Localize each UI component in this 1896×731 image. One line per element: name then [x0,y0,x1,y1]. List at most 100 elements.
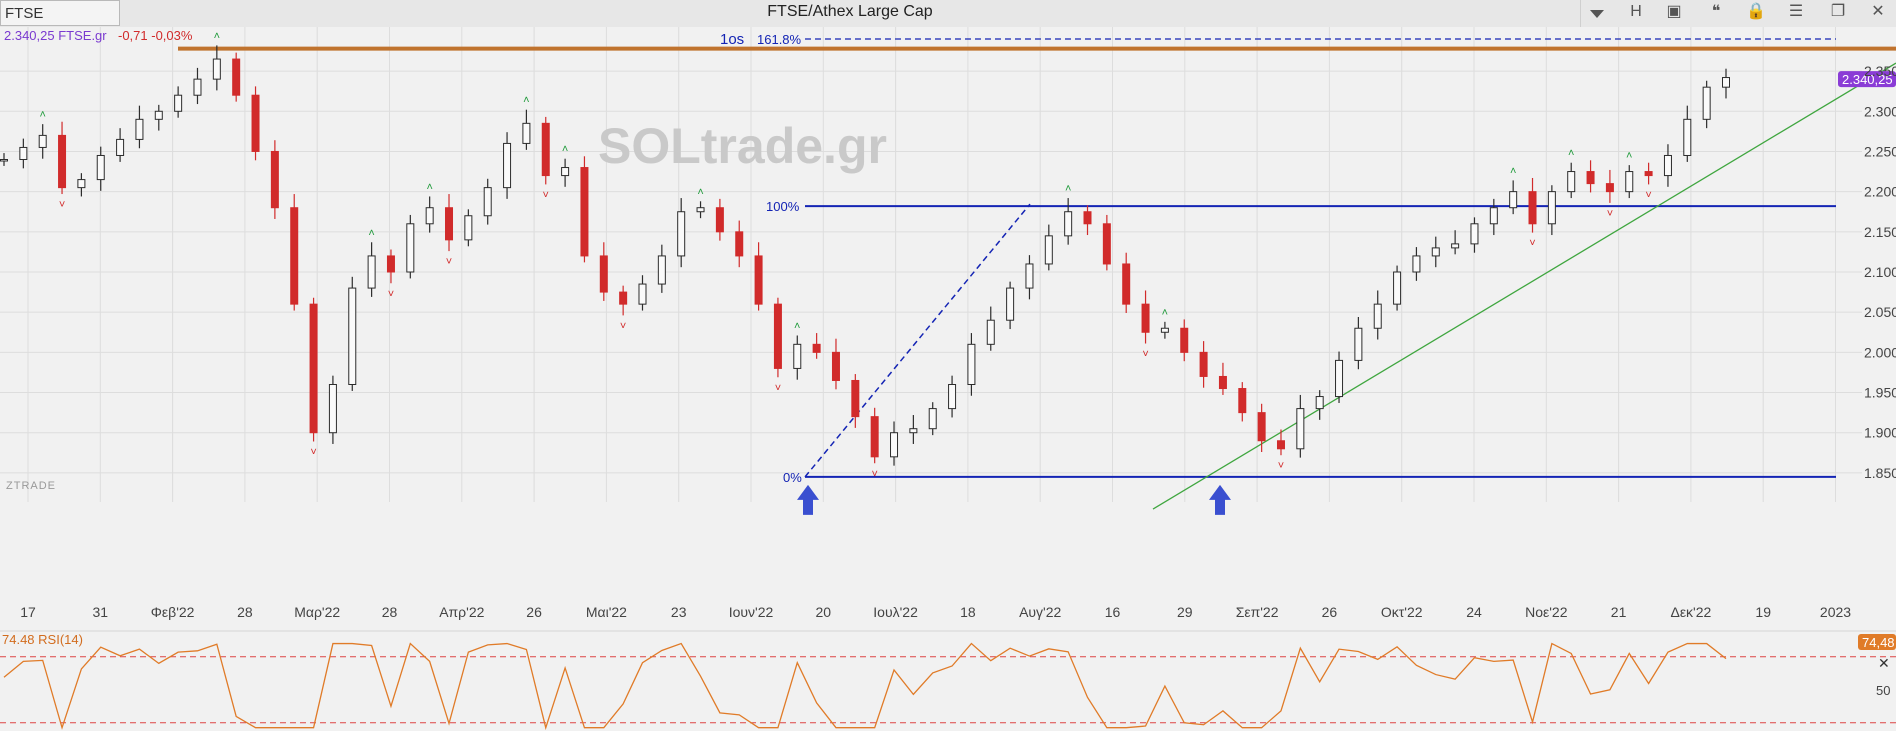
candle-body [677,211,686,257]
restore-icon[interactable]: ❐ [1830,3,1846,20]
x-tick-label: 16 [1105,604,1121,620]
swing-high-marker: ˄ [1065,183,1071,195]
candle-body [851,379,860,418]
swing-high-marker: ˄ [426,181,432,193]
swing-low-marker: ˅ [1529,238,1535,250]
trend-line [1152,62,1896,510]
fib-100-label: 100% [766,199,800,214]
candle-body [1199,351,1208,377]
swing-low-marker: ˅ [871,468,877,480]
candle-body [1722,77,1730,88]
lock-icon[interactable]: 🔒 [1746,3,1766,20]
y-tick-label: 2.250 [1864,143,1896,159]
y-tick-label: 1.950 [1864,385,1896,401]
comment-icon[interactable]: ❝ [1711,3,1721,20]
menu-icon[interactable]: ☰ [1788,3,1804,20]
up-arrow-icon [1209,484,1231,515]
rsi-label: 74.48 RSI(14) [2,632,83,647]
x-axis: 17 31 Φεβ'22 28 Μαρ'22 28 Απρ'22 26 Μαι'22 23 Ιουν… [20,604,1851,620]
candle-body [1644,171,1653,177]
candle-body [1625,171,1634,193]
swing-low-marker: ˅ [1142,349,1148,361]
swing-low-marker: ˅ [775,382,781,394]
candle-body [870,416,879,458]
candle-body [948,384,957,410]
rsi-panel: 74.48 RSI(14) 50 74,48 ✕ [0,632,1896,731]
candle-body [1064,211,1073,237]
candle-body [212,58,221,80]
y-tick-label: 2.100 [1864,264,1896,280]
x-tick-label: Ιουλ'22 [873,604,918,620]
candle-body [909,428,918,434]
candle-body [890,432,899,458]
candle-body [1605,183,1614,193]
candle-body [96,154,105,181]
close-icon[interactable]: ✕ [1871,3,1885,20]
swing-high-marker: ˄ [1162,307,1168,319]
candle-body [1025,263,1034,289]
candle-body [251,94,260,152]
y-axis: 2.350 2.300 2.250 2.200 2.150 2.100 2.050 2.000… [1864,63,1896,481]
x-tick-label: Οκτ'22 [1381,604,1423,620]
y-tick-label: 2.050 [1864,304,1896,320]
swing-high-marker: ˄ [794,320,800,332]
chevron-down-icon[interactable] [1580,0,1611,27]
swing-low-marker: ˅ [446,256,452,268]
candle-body [58,134,67,189]
annotations: 1os 161.8% 100% 0% 2.340,25 [720,31,1896,515]
candle-body [1702,86,1711,120]
candle-body [1683,118,1692,156]
candle-body [696,207,705,213]
candle-body [812,343,821,353]
candle-body [638,283,647,305]
x-tick-label: 17 [20,604,36,620]
candle-body [735,231,744,257]
candle-body [986,319,995,345]
candle-body [1296,408,1305,450]
fib-0-label: 0% [783,470,802,485]
candle-body [1218,375,1227,390]
x-tick-label: 26 [526,604,542,620]
candle-body [1412,255,1421,273]
symbol-input[interactable]: FTSE [0,0,120,26]
swing-high-marker: ˄ [562,144,568,156]
chart-area[interactable]: SOLtrade.gr 2.340,25 FTSE.gr -0,71 -0,03… [0,27,1896,731]
source-label: ZTRADE [6,480,56,492]
x-tick-label: 28 [237,604,253,620]
h-button[interactable]: H [1630,3,1642,20]
candle-body [1122,263,1131,305]
y-tick-label: 1.900 [1864,425,1896,441]
layout-icon[interactable]: ▣ [1666,3,1682,20]
candle-body [116,138,125,156]
grid [0,27,1896,632]
candle-body [831,351,840,381]
swing-low-marker: ˅ [543,189,549,201]
y-tick-label: 2.150 [1864,224,1896,240]
candle-body [425,207,434,225]
chart-title: FTSE/Athex Large Cap [767,3,933,20]
rsi-value-label: 74,48 [1862,635,1895,650]
candle-body [580,167,589,257]
x-tick-label: 29 [1177,604,1193,620]
levels [178,38,1896,510]
candle-body [1335,359,1344,398]
swing-high-marker: ˄ [368,227,374,239]
candle-body [503,142,512,189]
quote-change: -0,71 -0,03% [118,28,193,43]
toolbar: FTSE FTSE/Athex Large Cap H ▣ ❝ 🔒 ☰ ❐ ✕ [0,0,1896,28]
candle-body [967,343,976,386]
swing-low-marker: ˅ [1645,189,1651,201]
candle-body [1431,247,1440,257]
x-tick-label: 23 [671,604,687,620]
candle-body [754,255,763,305]
candle-body [19,146,28,160]
close-icon: ✕ [1878,655,1890,671]
candle-body [1509,191,1518,209]
x-tick-label: Μαι'22 [586,604,627,620]
candle-body [1547,191,1556,225]
candle-body [77,179,86,189]
candle-body [232,58,241,96]
candle-body [38,134,47,148]
candle-body [483,187,492,217]
candle-body [1102,223,1111,265]
